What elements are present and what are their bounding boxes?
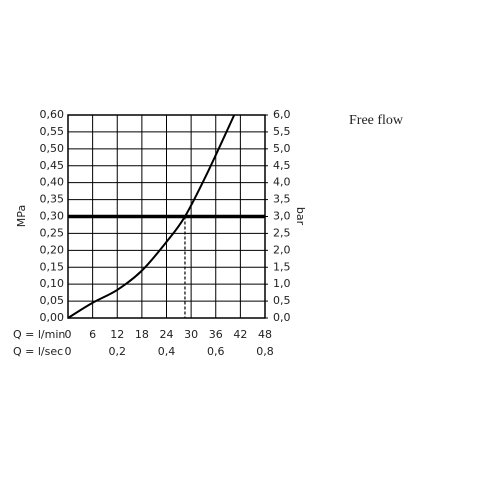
y-tick-label: 0,20 xyxy=(40,243,65,256)
chart-title: Free flow xyxy=(349,113,404,128)
x-tick-label: 42 xyxy=(233,328,247,341)
x-tick-label: 18 xyxy=(135,328,149,341)
y-tick-label: 0,05 xyxy=(40,294,65,307)
y2-tick-label: 2,0 xyxy=(273,243,291,256)
x2-tick-label: 0,2 xyxy=(109,345,127,358)
y2-tick-label: 2,5 xyxy=(273,226,291,239)
y-tick-label: 0,55 xyxy=(40,125,65,138)
y-tick-label: 0,45 xyxy=(40,159,65,172)
y2-tick-label: 0,5 xyxy=(273,294,291,307)
y-tick-label: 0,25 xyxy=(40,226,65,239)
y2-tick-label: 0,0 xyxy=(273,311,291,324)
y2-tick-label: 4,0 xyxy=(273,176,291,189)
y2-tick-label: 5,0 xyxy=(273,142,291,155)
x2-tick-label: 0,8 xyxy=(256,345,274,358)
y2-tick-label: 5,5 xyxy=(273,125,291,138)
x-tick-label: 24 xyxy=(160,328,174,341)
x-axis-label: Q = l/min xyxy=(13,328,65,341)
x2-axis-label: Q = l/sec xyxy=(13,345,63,358)
y2-tick-label: 1,5 xyxy=(273,260,291,273)
x-tick-label: 6 xyxy=(89,328,96,341)
x-tick-label: 30 xyxy=(184,328,198,341)
y-tick-label: 0,50 xyxy=(40,142,65,155)
y2-tick-label: 1,0 xyxy=(273,277,291,290)
y-axis-label: MPa xyxy=(15,205,28,227)
y2-axis-label: bar xyxy=(294,207,307,226)
y-tick-label: 0,00 xyxy=(40,311,65,324)
y2-tick-label: 3,5 xyxy=(273,193,291,206)
x-tick-label: 0 xyxy=(65,328,72,341)
x-tick-label: 48 xyxy=(258,328,272,341)
y-tick-label: 0,10 xyxy=(40,277,65,290)
x2-tick-label: 0 xyxy=(65,345,72,358)
y2-tick-label: 3,0 xyxy=(273,210,291,223)
x-tick-label: 36 xyxy=(209,328,223,341)
y-tick-label: 0,35 xyxy=(40,193,65,206)
x-tick-label: 12 xyxy=(110,328,124,341)
y-tick-label: 0,60 xyxy=(40,108,65,121)
x2-tick-label: 0,6 xyxy=(207,345,225,358)
flow-curve xyxy=(67,114,236,319)
y-tick-label: 0,40 xyxy=(40,176,65,189)
y-tick-label: 0,15 xyxy=(40,260,65,273)
x2-tick-label: 0,4 xyxy=(158,345,176,358)
y-tick-label: 0,30 xyxy=(40,210,65,223)
y2-tick-label: 4,5 xyxy=(273,159,291,172)
y2-tick-label: 6,0 xyxy=(273,108,291,121)
